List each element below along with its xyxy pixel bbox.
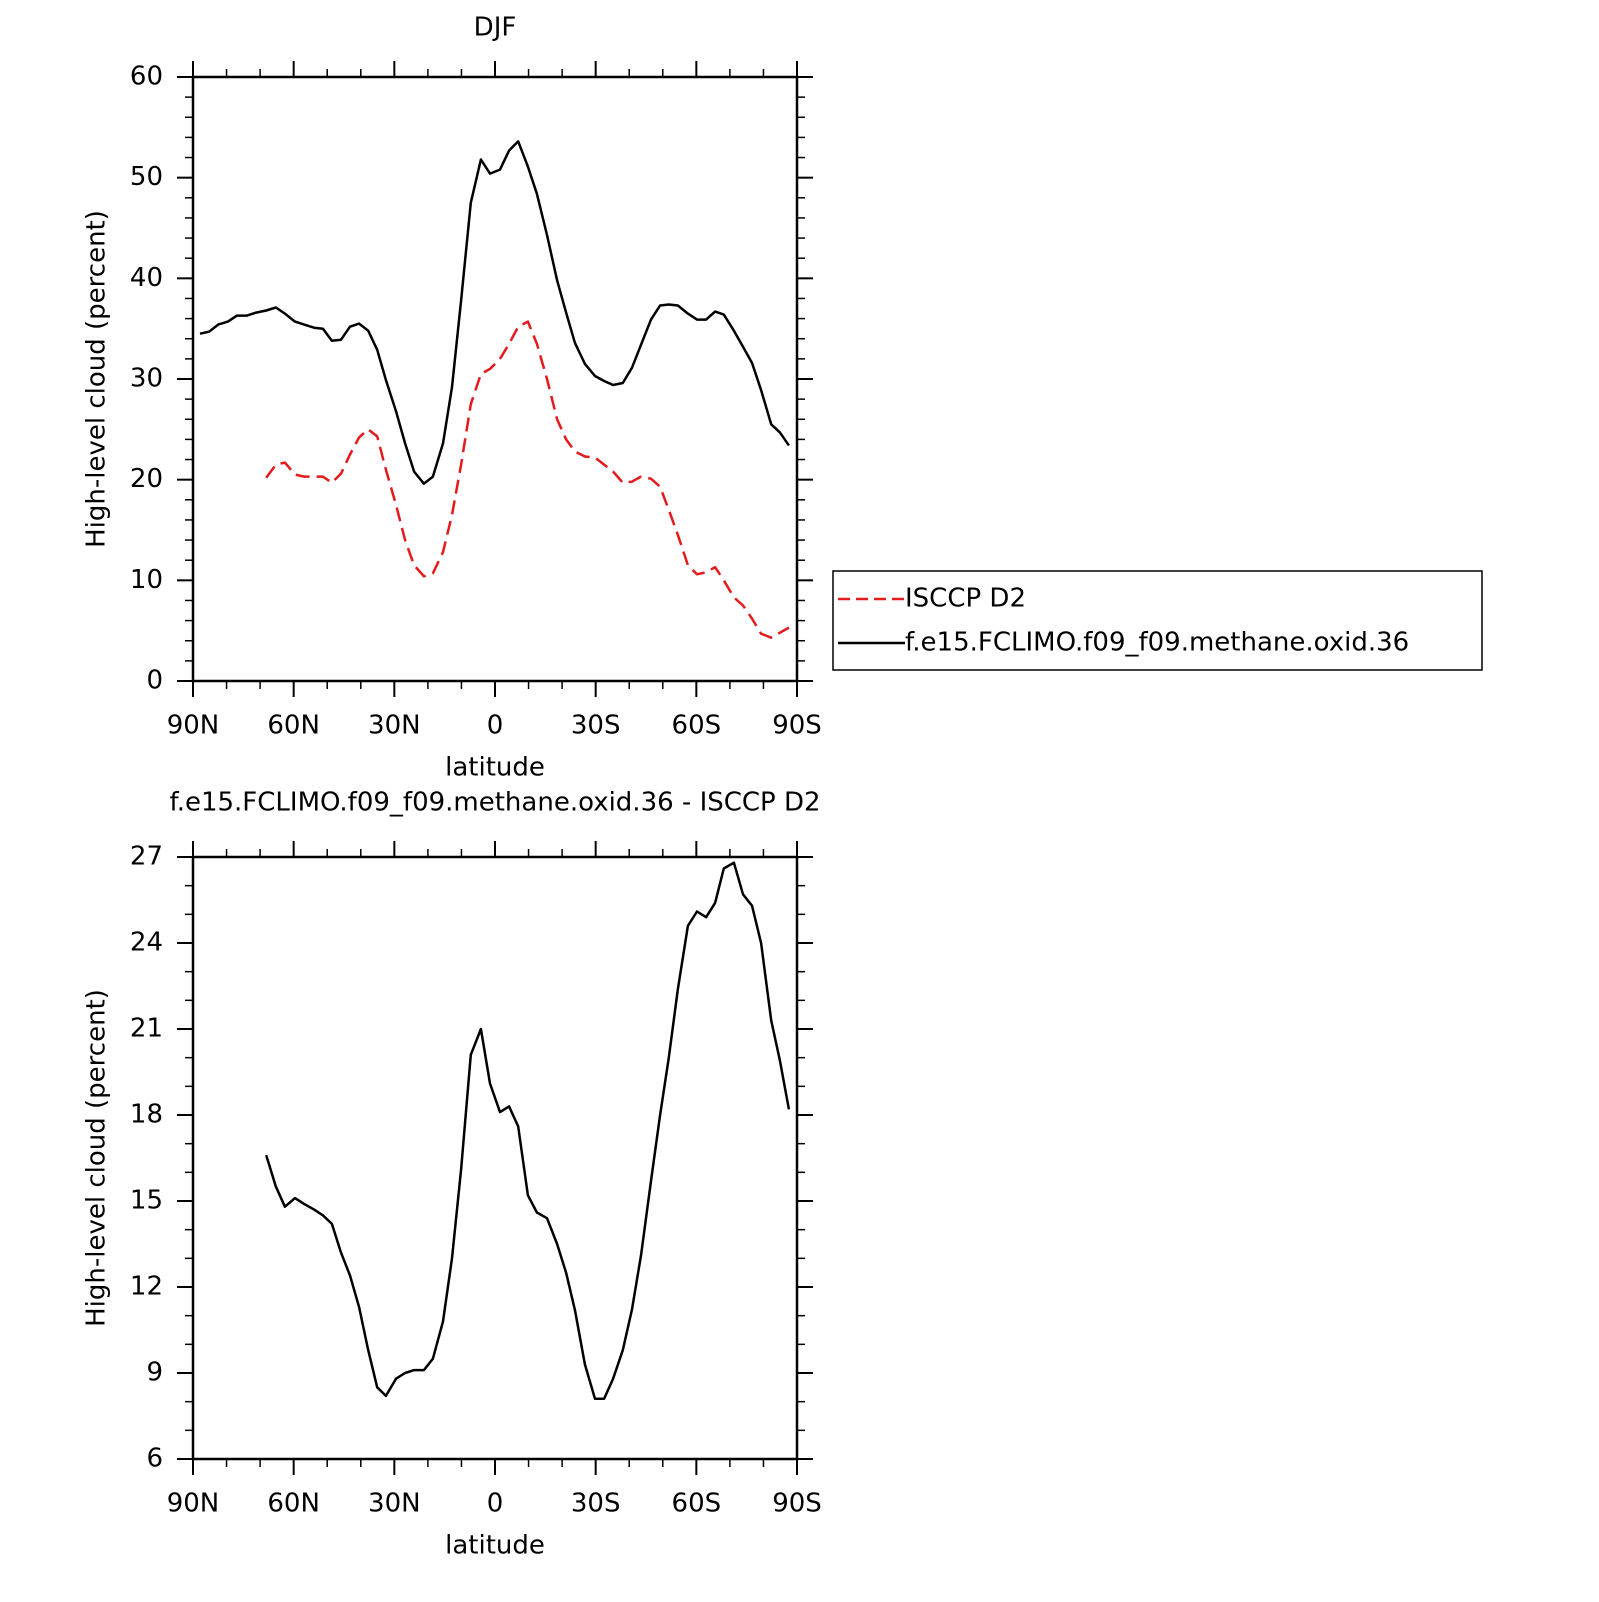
y-tick-label: 24 xyxy=(130,928,163,958)
y-tick-label: 27 xyxy=(130,842,163,872)
y-tick-label: 21 xyxy=(130,1014,163,1044)
data-line xyxy=(265,861,791,1401)
panel: DJF latitude High-level cloud (percent) 90N… xyxy=(82,13,1483,783)
x-tick-label: 30S xyxy=(571,1489,621,1519)
x-tick-label: 90N xyxy=(167,711,220,741)
x-axis-label: latitude xyxy=(445,753,545,783)
panel: f.e15.FCLIMO.f09_f09.methane.oxid.36 - I… xyxy=(82,788,822,1561)
x-tick-label: 60N xyxy=(267,1489,320,1519)
x-tick-label: 0 xyxy=(487,1489,504,1519)
y-tick-label: 40 xyxy=(130,263,163,293)
y-tick-label: 15 xyxy=(130,1186,163,1216)
x-tick-label: 0 xyxy=(487,711,504,741)
y-axis-label: High-level cloud (percent) xyxy=(82,989,112,1327)
y-tick-label: 60 xyxy=(130,62,163,92)
data-line xyxy=(199,140,790,485)
y-tick-label: 9 xyxy=(146,1358,163,1388)
chart-title: f.e15.FCLIMO.f09_f09.methane.oxid.36 - I… xyxy=(169,788,820,818)
y-tick-label: 18 xyxy=(130,1100,163,1130)
x-tick-label: 30N xyxy=(368,711,421,741)
y-tick-label: 30 xyxy=(130,364,163,394)
y-tick-label: 10 xyxy=(130,565,163,595)
x-tick-label: 60S xyxy=(672,1489,722,1519)
legend-label: ISCCP D2 xyxy=(905,584,1026,614)
chart-title: DJF xyxy=(474,13,517,43)
y-tick-label: 6 xyxy=(146,1444,163,1474)
x-tick-label: 90S xyxy=(772,1489,822,1519)
x-tick-label: 90N xyxy=(167,1489,220,1519)
x-tick-label: 60N xyxy=(267,711,320,741)
y-axis-label: High-level cloud (percent) xyxy=(82,210,112,548)
legend-box xyxy=(832,570,1483,671)
x-tick-label: 90S xyxy=(772,711,822,741)
plot-frame xyxy=(191,75,799,683)
y-tick-label: 12 xyxy=(130,1272,163,1302)
x-tick-label: 30N xyxy=(368,1489,421,1519)
x-axis-label: latitude xyxy=(445,1531,545,1561)
y-tick-label: 50 xyxy=(130,162,163,192)
legend: ISCCP D2 f.e15.FCLIMO.f09_f09.methane.oxi… xyxy=(832,570,1483,671)
x-tick-label: 30S xyxy=(571,711,621,741)
data-line xyxy=(265,320,790,639)
y-tick-label: 0 xyxy=(146,666,163,696)
x-tick-label: 60S xyxy=(672,711,722,741)
legend-label: f.e15.FCLIMO.f09_f09.methane.oxid.36 xyxy=(905,628,1409,658)
y-tick-label: 20 xyxy=(130,464,163,494)
plot-frame xyxy=(191,855,799,1461)
